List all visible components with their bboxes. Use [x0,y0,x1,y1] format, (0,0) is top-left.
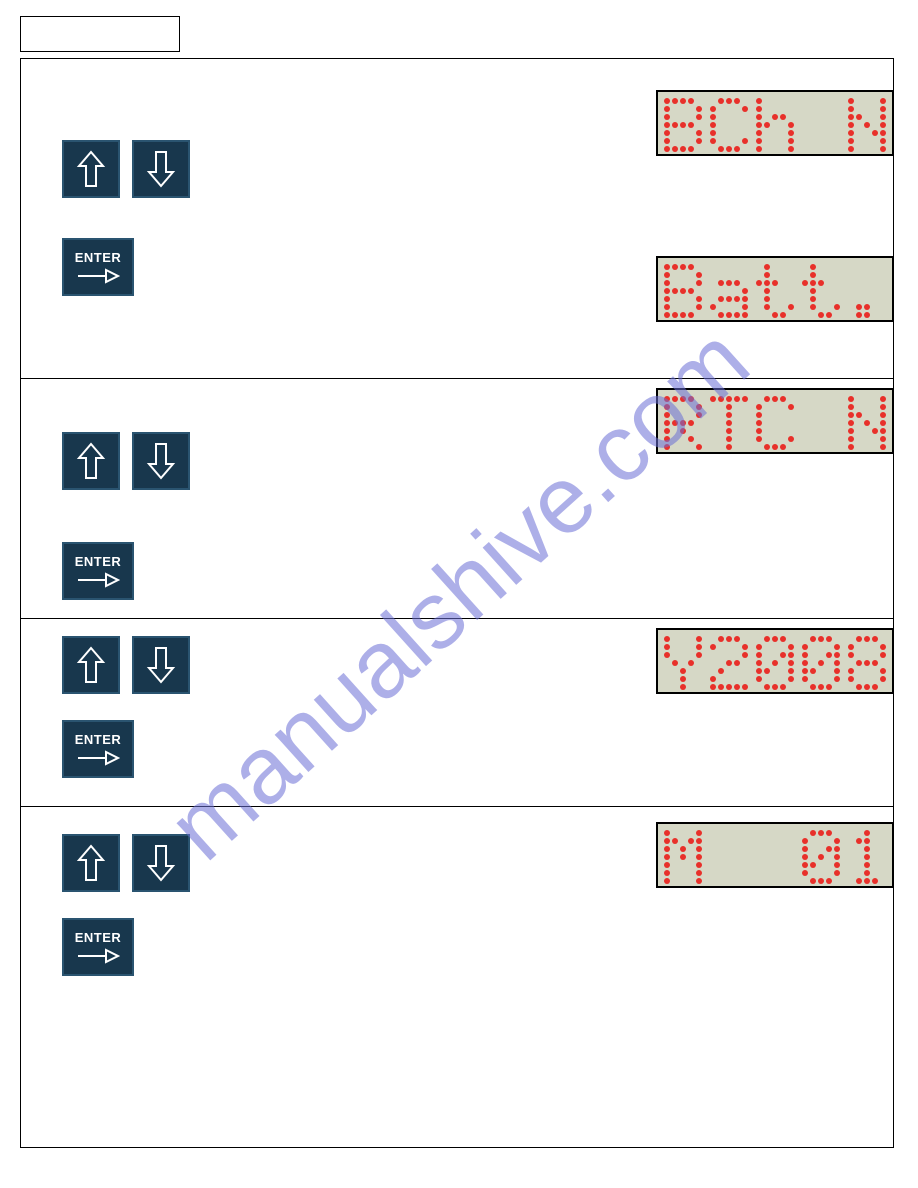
page: ENTERENTERENTERENTER manualshive.com [0,0,918,1188]
divider [20,618,894,619]
enter-button[interactable]: ENTER [62,918,134,976]
down-button[interactable] [132,140,190,198]
main-frame [20,58,894,1148]
down-button[interactable] [132,636,190,694]
enter-button[interactable]: ENTER [62,238,134,296]
lcd-display [656,628,894,694]
enter-label: ENTER [75,732,122,747]
up-button[interactable] [62,636,120,694]
down-button[interactable] [132,432,190,490]
up-button[interactable] [62,834,120,892]
up-button[interactable] [62,432,120,490]
lcd-display [656,388,894,454]
enter-label: ENTER [75,250,122,265]
enter-label: ENTER [75,554,122,569]
divider [20,378,894,379]
lcd-display [656,256,894,322]
top-left-box [20,16,180,52]
enter-label: ENTER [75,930,122,945]
enter-button[interactable]: ENTER [62,720,134,778]
lcd-display [656,822,894,888]
lcd-display [656,90,894,156]
enter-button[interactable]: ENTER [62,542,134,600]
up-button[interactable] [62,140,120,198]
divider [20,806,894,807]
down-button[interactable] [132,834,190,892]
